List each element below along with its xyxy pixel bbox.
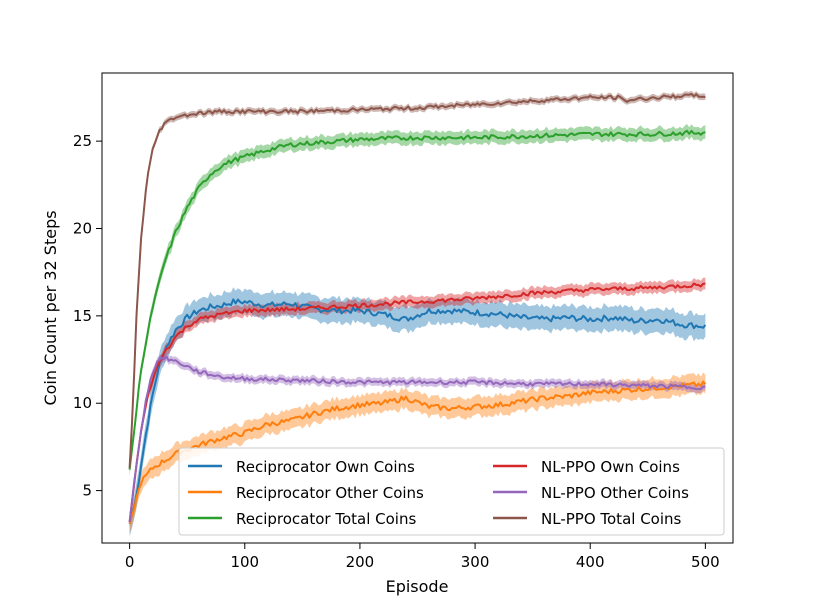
x-tick-label-0: 0 xyxy=(125,553,135,571)
reciprocator-other-coins-band xyxy=(129,372,706,534)
y-tick-label-20: 20 xyxy=(73,220,92,238)
plot-frame xyxy=(101,72,734,544)
nl-ppo-own-coins-line xyxy=(128,282,706,523)
reciprocator-total-coins-line xyxy=(128,129,706,470)
y-tick-label-25: 25 xyxy=(73,132,92,150)
nl-ppo-own-coins-legend-label: NL-PPO Own Coins xyxy=(541,458,680,476)
x-tick-label-500: 500 xyxy=(691,553,720,571)
nl-ppo-other-coins-line xyxy=(128,355,706,523)
x-tick-label-300: 300 xyxy=(461,553,490,571)
x-axis-label: Episode xyxy=(386,577,449,596)
reciprocator-own-coins-line xyxy=(128,298,707,525)
reciprocator-own-coins-legend-label: Reciprocator Own Coins xyxy=(236,458,415,476)
x-tick-label-200: 200 xyxy=(346,553,375,571)
nl-ppo-total-coins-line xyxy=(128,93,706,468)
reciprocator-own-coins-band xyxy=(129,287,706,537)
y-tick-label-5: 5 xyxy=(82,482,92,500)
legend-box xyxy=(178,447,725,536)
legend: Reciprocator Own Coins Reciprocator Other… xyxy=(178,447,725,536)
x-tick-label-400: 400 xyxy=(576,553,605,571)
series-lines xyxy=(128,93,707,525)
y-axis-ticks: 5 10 15 20 25 xyxy=(73,132,102,500)
reciprocator-total-coins-legend-label: Reciprocator Total Coins xyxy=(236,510,416,528)
y-tick-label-15: 15 xyxy=(73,307,92,325)
x-tick-label-100: 100 xyxy=(230,553,259,571)
nl-ppo-total-coins-legend-label: NL-PPO Total Coins xyxy=(541,510,682,528)
reciprocator-other-coins-line xyxy=(128,380,707,525)
confidence-bands xyxy=(129,90,706,537)
y-axis-label: Coin Count per 32 Steps xyxy=(41,210,60,405)
y-tick-label-10: 10 xyxy=(73,394,92,412)
nl-ppo-other-coins-legend-label: NL-PPO Other Coins xyxy=(541,484,689,502)
reciprocator-other-coins-legend-label: Reciprocator Other Coins xyxy=(236,484,424,502)
x-axis-ticks: 0 100 200 300 400 500 xyxy=(125,543,720,571)
